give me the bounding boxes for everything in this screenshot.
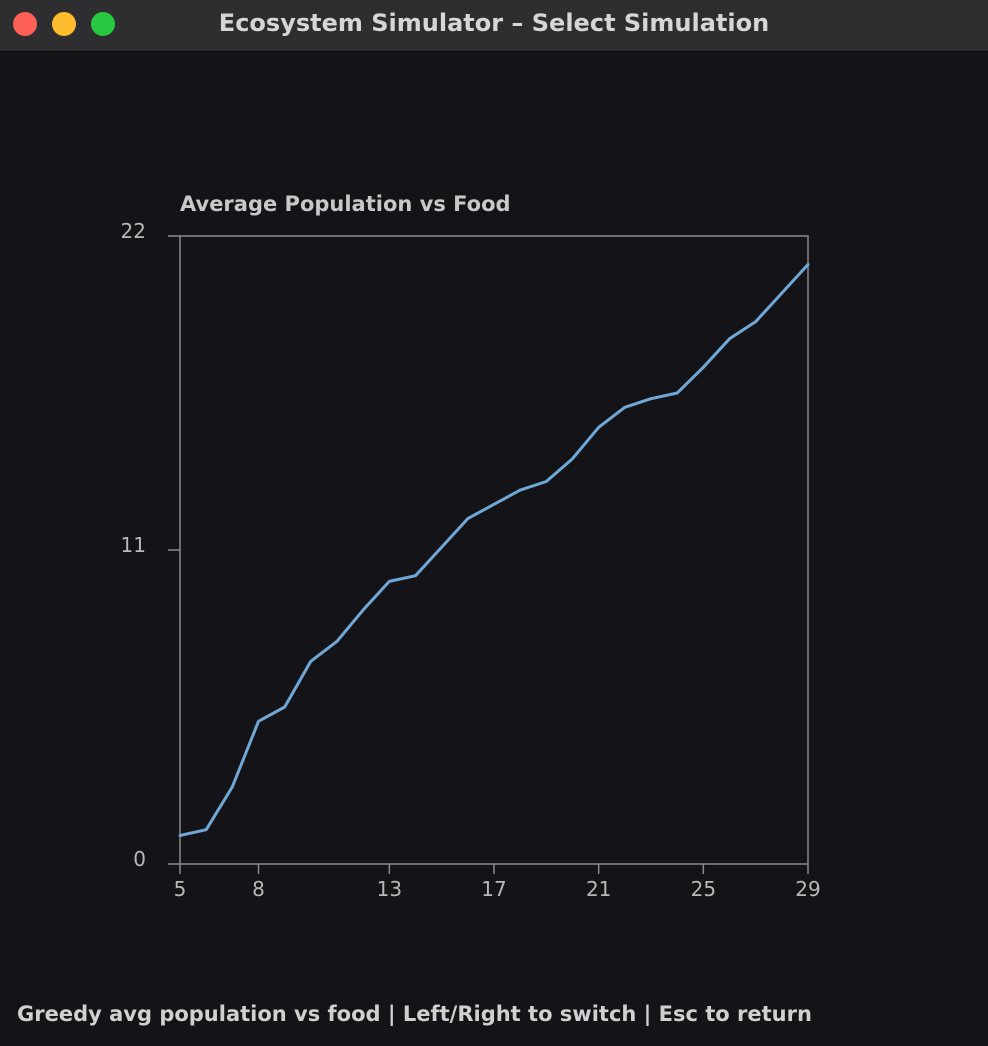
x-tick-label: 13 — [377, 877, 402, 901]
x-tick-label: 17 — [481, 877, 506, 901]
chart-view: Average Population vs Food 0 11 22 5 8 13 17 2… — [0, 52, 988, 1046]
y-tick-label: 22 — [121, 219, 146, 243]
series-layer — [178, 263, 810, 837]
population-chart: Average Population vs Food 0 11 22 5 8 13 17 2… — [121, 192, 821, 901]
y-tick-label: 11 — [121, 533, 146, 557]
status-bar: Greedy avg population vs food | Left/Rig… — [17, 1002, 812, 1026]
plot-frame — [179, 235, 809, 865]
x-tick-label: 8 — [252, 877, 265, 901]
window-title: Ecosystem Simulator – Select Simulation — [218, 9, 770, 37]
x-tick-label: 21 — [586, 877, 611, 901]
title-bar: Ecosystem Simulator – Select Simulation — [0, 0, 988, 52]
x-axis: 5 8 13 17 21 25 29 — [174, 864, 821, 901]
series-line-0 — [178, 263, 810, 837]
x-tick-label: 25 — [691, 877, 716, 901]
y-axis: 0 11 22 — [121, 219, 180, 871]
minimize-window-button[interactable] — [52, 12, 76, 36]
close-window-button[interactable] — [13, 12, 37, 36]
zoom-window-button[interactable] — [91, 12, 115, 36]
x-tick-label: 29 — [795, 877, 820, 901]
y-tick-label: 0 — [133, 847, 146, 871]
x-tick-label: 5 — [174, 877, 187, 901]
chart-title: Average Population vs Food — [180, 192, 511, 216]
